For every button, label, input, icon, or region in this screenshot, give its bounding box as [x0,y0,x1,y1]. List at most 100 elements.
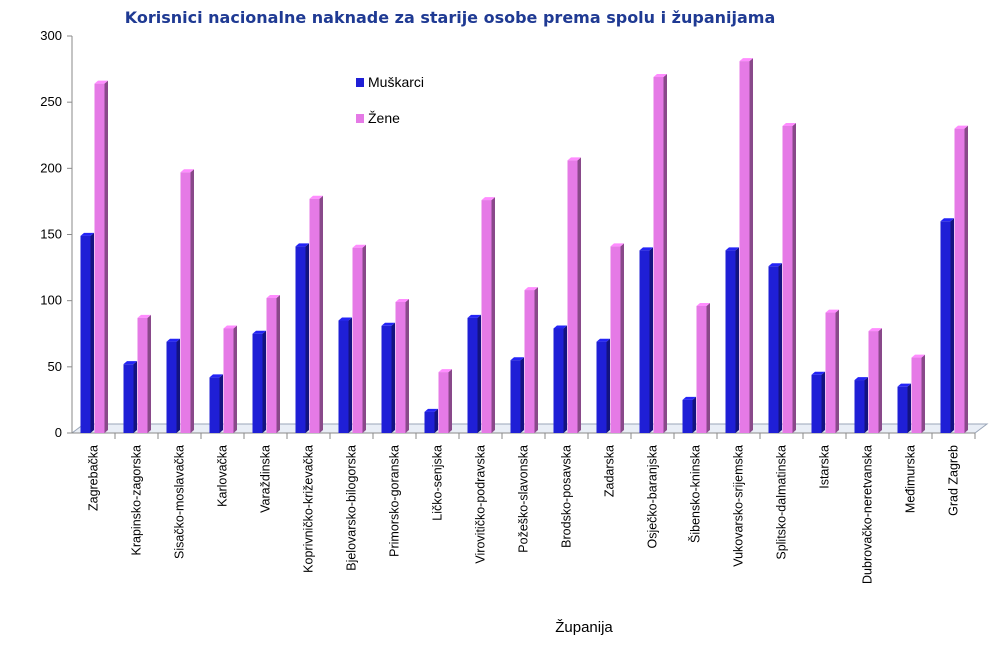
bar-side [276,295,280,433]
bar-zene [868,328,882,433]
bar-top [911,354,925,358]
bar-top [137,314,151,318]
category-label: Splitsko-dalmatinska [775,445,789,560]
bar-top [868,328,882,332]
bar-side [348,317,352,433]
bar-side [792,122,796,433]
bar-top [80,232,94,236]
bar-zene [610,243,624,433]
bar-zene [567,157,581,434]
bar-side [434,408,438,433]
bar-front [553,328,564,433]
bar-muskarci [338,317,352,433]
bar-side [821,371,825,433]
category-label: Istarska [818,445,832,489]
bar-side [620,243,624,433]
bar-zene [782,122,796,433]
bar-front [395,301,406,433]
category-label: Virovitičko-podravska [474,445,488,564]
bar-muskarci [553,325,567,433]
legend-swatch [356,78,364,87]
bar-front [438,372,449,433]
category-label: Varaždinska [259,445,273,513]
bar-front [653,77,664,434]
category-label: Požeško-slavonska [517,445,531,553]
bar-muskarci [510,357,524,433]
y-tick-label: 300 [40,28,62,43]
bar-front [768,266,779,433]
bar-top [639,247,653,251]
bar-muskarci [811,371,825,433]
bar-front [295,246,306,433]
bar-side [133,361,137,433]
bar-zene [438,369,452,433]
bar-muskarci [209,374,223,433]
bar-side [577,157,581,434]
bar-front [782,125,793,433]
bar-front [137,317,148,433]
bar-zene [223,325,237,433]
bar-top [481,197,495,201]
bar-side [907,383,911,433]
bar-muskarci [596,338,610,433]
bar-front [739,61,750,433]
bar-front [897,386,908,433]
bar-front [940,221,951,433]
bar-front [954,128,965,433]
bar-top [782,122,796,126]
bar-top [266,295,280,299]
bar-muskarci [381,322,395,433]
bar-muskarci [768,263,782,433]
bar-side [950,218,954,433]
bar-front [825,312,836,433]
bar-side [147,314,151,433]
bar-front [424,411,435,433]
bar-top [252,330,266,334]
bar-top [123,361,137,365]
bar-top [381,322,395,326]
bar-side [749,58,753,433]
bar-side [520,357,524,433]
bar-front [252,333,263,433]
bar-side [477,314,481,433]
bar-top [309,195,323,199]
bar-side [305,243,309,433]
bar-side [405,298,409,433]
bar-front [467,317,478,433]
bar-side [706,302,710,433]
category-label: Brodsko-posavska [560,445,574,548]
bar-front [481,200,492,433]
bar-side [319,195,323,433]
bar-muskarci [897,383,911,433]
bar-side [735,247,739,433]
bar-front [209,377,220,433]
bar-front [725,250,736,433]
bar-side [391,322,395,433]
bar-zene [954,125,968,433]
bar-side [491,197,495,433]
bar-zene [266,295,280,433]
bar-zene [653,74,667,434]
bar-top [725,247,739,251]
bar-side [692,396,696,433]
bar-side [448,369,452,433]
y-tick-label: 150 [40,227,62,242]
bar-front [180,172,191,433]
bar-side [964,125,968,433]
category-label: Međimurska [904,445,918,513]
bar-muskarci [295,243,309,433]
bar-top [811,371,825,375]
bar-side [362,244,366,433]
bar-front [352,247,363,433]
bar-front [696,305,707,433]
bar-muskarci [682,396,696,433]
bar-top [696,302,710,306]
bar-muskarci [80,232,94,433]
bar-front [223,328,234,433]
bar-muskarci [854,377,868,433]
bar-top [768,263,782,267]
bar-top [682,396,696,400]
bar-front [80,235,91,433]
bar-top [180,169,194,173]
category-label: Bjelovarsko-bilogorska [345,445,359,571]
